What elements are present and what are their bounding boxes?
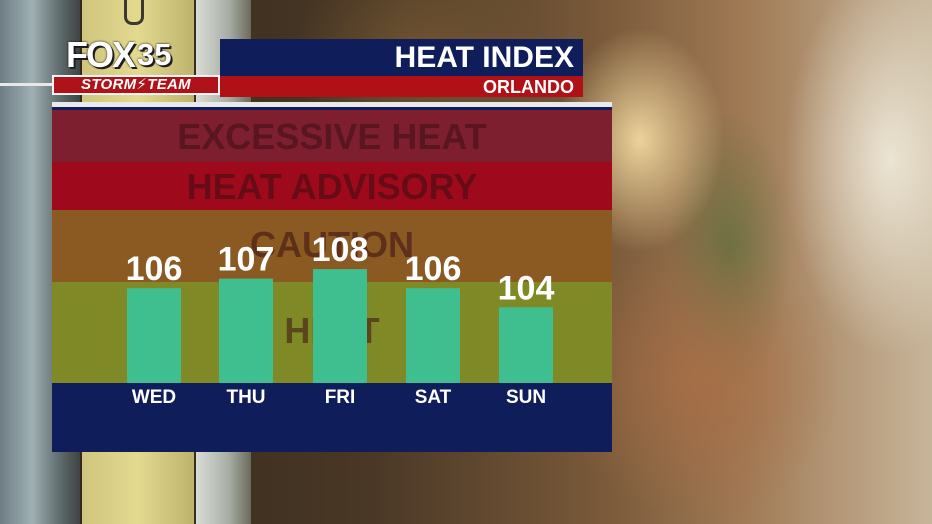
- bar-sat: [406, 288, 460, 383]
- logo-wordmark: FOX 35: [66, 37, 210, 73]
- tick-sun: SUN: [506, 387, 546, 408]
- logo-brand: FOX: [66, 34, 136, 75]
- bar-thu: [219, 278, 273, 383]
- bar-value-fri: 108: [312, 231, 369, 269]
- header-rule: [0, 83, 60, 86]
- tick-fri: FRI: [325, 387, 356, 408]
- bar-value-sat: 106: [405, 250, 462, 288]
- bar-sun: [499, 307, 553, 383]
- bar-fri: [313, 269, 367, 383]
- band-label-0: EXCESSIVE HEAT: [177, 116, 486, 157]
- location-bar: ORLANDO: [220, 76, 583, 97]
- logo-team: STORM⚡TEAM: [52, 75, 220, 95]
- band-label-1: HEAT ADVISORY: [187, 166, 478, 207]
- station-logo: FOX 35 STORM⚡TEAM: [52, 37, 220, 97]
- bar-value-thu: 107: [218, 241, 275, 279]
- bar-value-sun: 104: [498, 269, 555, 307]
- band-label-2: CAUTION: [250, 224, 414, 265]
- bar-wed: [127, 288, 181, 383]
- chart-location: ORLANDO: [483, 77, 574, 97]
- tick-wed: WED: [132, 387, 176, 408]
- tag-hook: [124, 0, 144, 25]
- bar-value-wed: 106: [126, 250, 183, 288]
- logo-number: 35: [137, 37, 172, 72]
- band-1: [52, 162, 612, 210]
- tick-sat: SAT: [415, 387, 452, 408]
- tick-thu: THU: [226, 387, 265, 408]
- title-bar: HEAT INDEX: [220, 39, 583, 76]
- band-0: [52, 110, 612, 162]
- chart-title: HEAT INDEX: [394, 41, 574, 74]
